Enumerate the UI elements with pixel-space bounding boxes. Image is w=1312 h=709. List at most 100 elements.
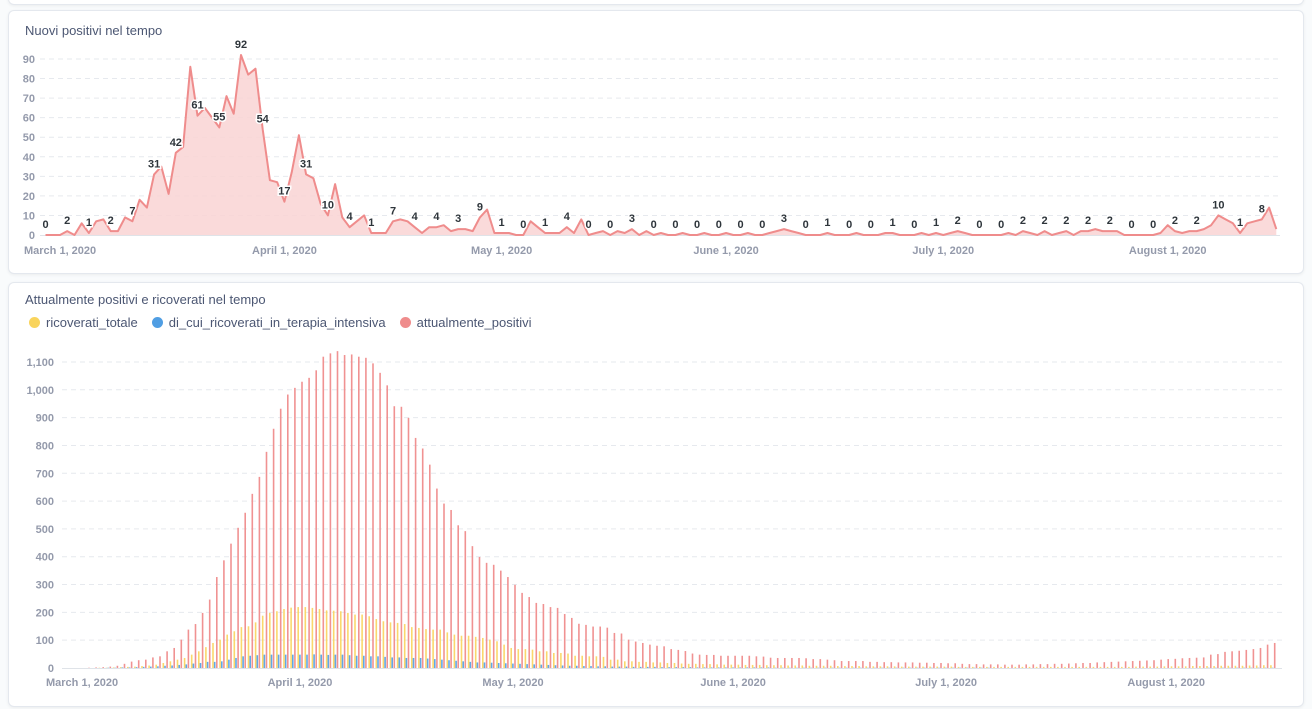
bar-ricoverati-totale — [957, 666, 960, 668]
bar-attualmente-positivi — [684, 651, 687, 668]
bar-attualmente-positivi — [535, 602, 538, 668]
card-title[interactable]: Attualmente positivi e ricoverati nel te… — [25, 292, 266, 307]
bar-attualmente-positivi — [137, 660, 140, 668]
bar-attualmente-positivi — [926, 662, 928, 668]
bar-attualmente-positivi — [975, 664, 978, 668]
bar-terapia-intensiva — [576, 665, 578, 668]
data-label: 1 — [542, 217, 548, 229]
bar-ricoverati-totale — [829, 665, 832, 668]
bar-attualmente-positivi — [592, 626, 594, 668]
bar-ricoverati-totale — [744, 664, 747, 668]
bar-ricoverati-totale — [687, 663, 690, 668]
bar-ricoverati-totale — [574, 655, 576, 668]
data-label: 7 — [129, 205, 135, 217]
y-tick-label: 500 — [36, 524, 54, 536]
data-label: 0 — [716, 219, 722, 231]
bar-attualmente-positivi — [102, 667, 104, 668]
bar-attualmente-positivi — [372, 363, 374, 668]
bar-attualmente-positivi — [386, 385, 388, 668]
data-label: 55 — [213, 111, 225, 123]
bar-terapia-intensiva — [483, 662, 486, 668]
bar-ricoverati-totale — [680, 663, 683, 668]
bar-terapia-intensiva — [533, 664, 535, 668]
data-label: 2 — [955, 215, 961, 227]
bar-ricoverati-totale — [290, 607, 292, 668]
bar-attualmente-positivi — [840, 661, 843, 668]
bar-terapia-intensiva — [221, 661, 223, 668]
bar-ricoverati-totale — [261, 615, 264, 668]
data-label: 0 — [868, 219, 874, 231]
data-label: 2 — [1085, 215, 1091, 227]
bar-ricoverati-totale — [659, 662, 662, 668]
bar-ricoverati-totale — [432, 629, 434, 668]
bar-attualmente-positivi — [1231, 651, 1233, 668]
bar-ricoverati-totale — [1014, 666, 1017, 668]
bar-ricoverati-totale — [510, 647, 512, 668]
bar-attualmente-positivi — [876, 661, 878, 668]
x-tick-label: April 1, 2020 — [268, 677, 333, 689]
bar-attualmente-positivi — [1103, 662, 1106, 668]
bar-ricoverati-totale — [524, 649, 527, 668]
bar-attualmente-positivi — [272, 428, 275, 668]
legend-dot-icon — [29, 317, 40, 328]
bar-attualmente-positivi — [1252, 649, 1255, 668]
bar-terapia-intensiva — [739, 667, 741, 668]
bar-attualmente-positivi — [1068, 663, 1070, 668]
bar-terapia-intensiva — [590, 666, 592, 668]
bar-attualmente-positivi — [940, 662, 942, 668]
bar-terapia-intensiva — [213, 661, 216, 668]
bar-ricoverati-totale — [226, 634, 228, 668]
bar-attualmente-positivi — [1004, 664, 1006, 668]
bar-attualmente-positivi — [1188, 657, 1191, 668]
bar-terapia-intensiva — [434, 659, 436, 668]
bar-ricoverati-totale — [127, 666, 129, 668]
bar-ricoverati-totale — [879, 666, 882, 668]
bar-attualmente-positivi — [1181, 658, 1184, 668]
bar-attualmente-positivi — [265, 451, 268, 668]
bar-terapia-intensiva — [185, 664, 188, 668]
bar-ricoverati-totale — [318, 609, 321, 668]
legend-item-positivi[interactable]: attualmente_positivi — [399, 315, 532, 330]
bar-ricoverati-totale — [1099, 666, 1102, 668]
bar-terapia-intensiva — [277, 654, 280, 668]
bar-ricoverati-totale — [851, 666, 853, 668]
bar-attualmente-positivi — [1273, 642, 1276, 668]
bar-ricoverati-totale — [1121, 666, 1123, 668]
bar-terapia-intensiva — [242, 656, 244, 668]
bar-attualmente-positivi — [720, 655, 722, 668]
legend-item-intensiva[interactable]: di_cui_ricoverati_in_terapia_intensiva — [151, 315, 386, 330]
data-label: 4 — [433, 211, 440, 223]
bar-attualmente-positivi — [507, 577, 509, 668]
bar-terapia-intensiva — [611, 666, 614, 668]
bar-ricoverati-totale — [503, 644, 505, 668]
bar-attualmente-positivi — [322, 356, 325, 668]
card-title[interactable]: Nuovi positivi nel tempo — [25, 23, 163, 38]
data-label: 1 — [933, 217, 939, 229]
bar-terapia-intensiva — [164, 665, 166, 668]
bar-terapia-intensiva — [760, 667, 763, 668]
bar-attualmente-positivi — [393, 406, 396, 668]
bar-ricoverati-totale — [609, 659, 612, 668]
bar-terapia-intensiva — [448, 660, 450, 668]
bar-terapia-intensiva — [341, 654, 344, 668]
bar-terapia-intensiva — [128, 667, 131, 668]
bar-ricoverati-totale — [865, 666, 867, 668]
bar-attualmente-positivi — [1039, 664, 1042, 668]
bar-ricoverati-totale — [1184, 666, 1187, 668]
legend-item-ricoverati[interactable]: ricoverati_totale — [29, 315, 138, 330]
bar-attualmente-positivi — [947, 663, 949, 668]
bar-terapia-intensiva — [682, 667, 685, 668]
bar-terapia-intensiva — [497, 662, 500, 668]
data-label: 4 — [564, 211, 571, 223]
data-label: 0 — [976, 219, 982, 231]
bar-attualmente-positivi — [670, 649, 672, 668]
bar-attualmente-positivi — [606, 627, 609, 668]
bar-ricoverati-totale — [1106, 666, 1109, 668]
bar-ricoverati-totale — [1135, 666, 1137, 668]
data-label: 2 — [1020, 215, 1026, 227]
bar-attualmente-positivi — [350, 354, 353, 668]
bar-ricoverati-totale — [993, 666, 995, 668]
bar-terapia-intensiva — [561, 665, 564, 668]
